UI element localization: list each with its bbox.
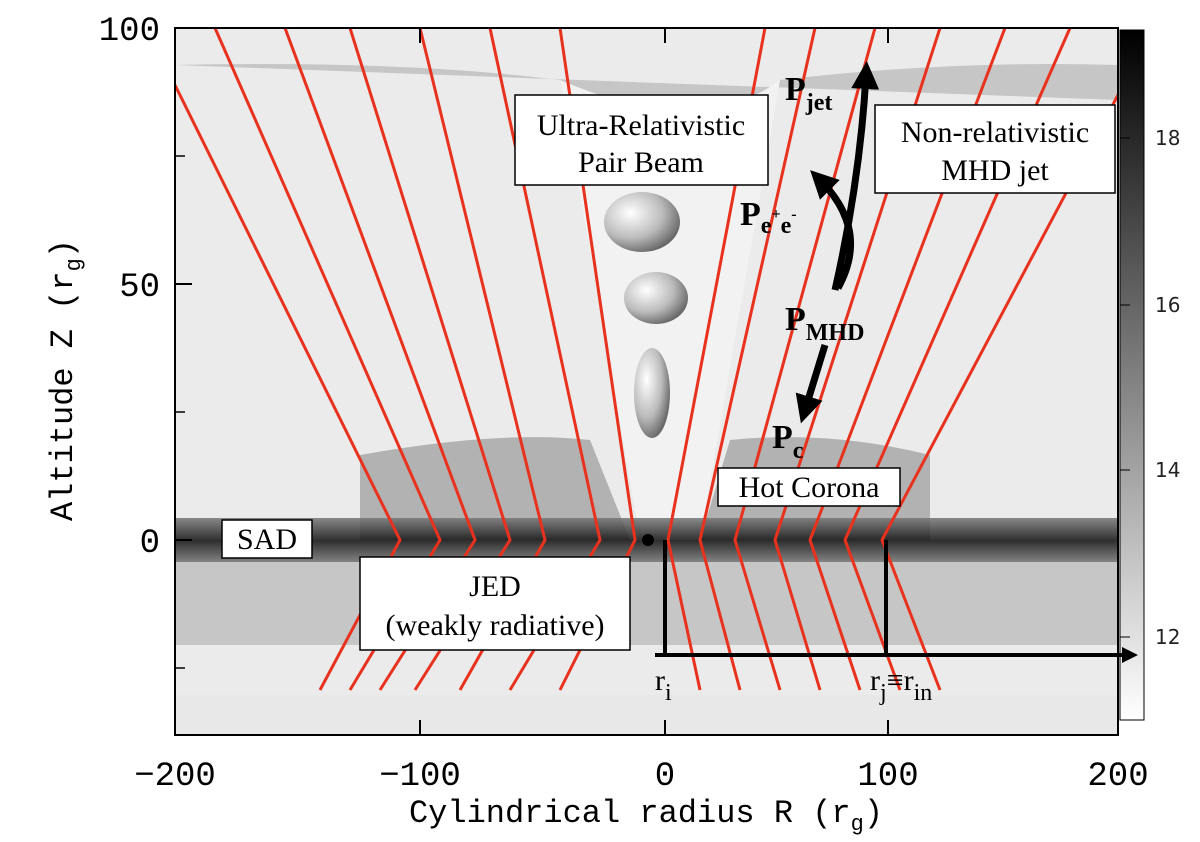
annotation: Pair Beam xyxy=(578,146,704,179)
annotation: SAD xyxy=(237,523,297,556)
annotation: Hot Corona xyxy=(739,471,880,504)
y-axis-label: Altitude Z (rg) xyxy=(45,239,87,521)
black-hole xyxy=(642,534,654,546)
blob xyxy=(634,348,670,438)
bottom-band xyxy=(175,695,1118,735)
annotation: Ultra-Relativistic xyxy=(537,109,745,142)
blob xyxy=(624,272,688,324)
x-tick-label: 200 xyxy=(1087,758,1148,796)
annotation: Non-relativistic xyxy=(901,116,1089,149)
blob xyxy=(604,192,680,252)
colorbar-tick-label: 16 xyxy=(1155,293,1180,317)
x-axis-label: Cylindrical radius R (rg) xyxy=(409,795,883,837)
x-tick-label: −100 xyxy=(379,758,461,796)
y-tick-label: 100 xyxy=(99,13,160,51)
y-tick-label: 0 xyxy=(140,525,160,563)
figure: −200 −100 0 100 200 0 50 100 12 14 16 18 Ultra-Rela… xyxy=(0,0,1200,842)
colorbar-tick-label: 12 xyxy=(1155,625,1180,649)
colorbar xyxy=(1120,30,1144,720)
x-tick-label: 0 xyxy=(655,758,675,796)
colorbar-tick-label: 14 xyxy=(1155,458,1180,482)
colorbar-tick-label: 18 xyxy=(1155,126,1180,150)
annotation: JED xyxy=(469,570,521,603)
annotation: (weakly radiative) xyxy=(385,609,604,642)
x-tick-label: 100 xyxy=(857,758,918,796)
y-tick-label: 50 xyxy=(119,269,160,307)
x-tick-label: −200 xyxy=(134,758,216,796)
annotation: MHD jet xyxy=(941,154,1049,187)
